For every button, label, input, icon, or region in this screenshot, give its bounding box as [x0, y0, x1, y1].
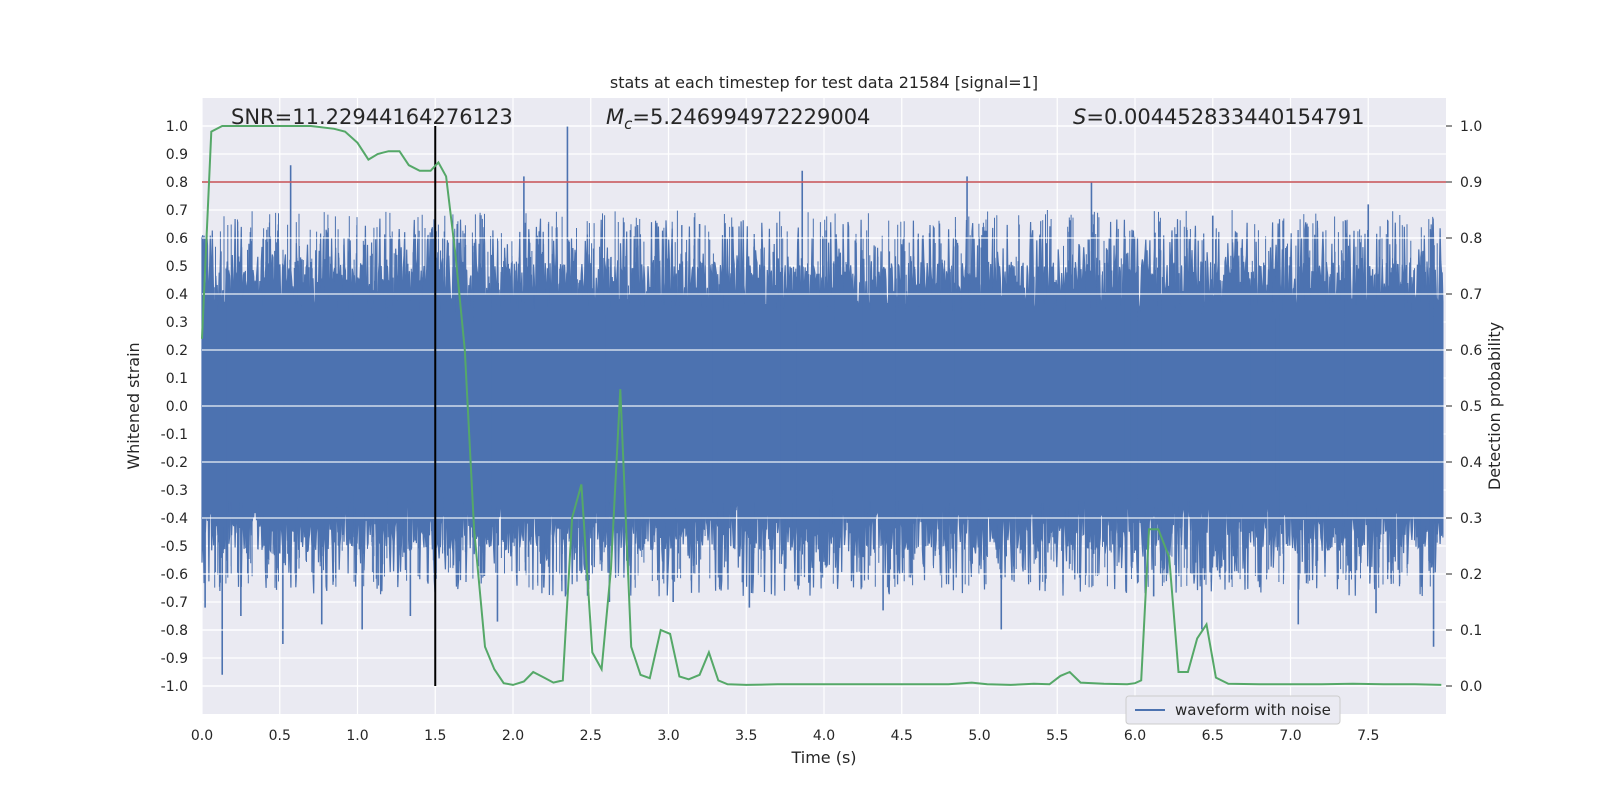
overlay-layer	[202, 125, 1446, 687]
y-tick-label-left: 0.8	[166, 175, 188, 191]
y-tick-label-left: 0.1	[166, 371, 188, 387]
x-axis-label: Time (s)	[790, 748, 856, 767]
y-tick-label-left: 0.4	[166, 287, 188, 303]
y-tick-label-left: 0.5	[166, 259, 188, 275]
legend-box	[1125, 695, 1341, 725]
y-tick-label-left: -0.6	[161, 567, 188, 583]
y-tick-label-right: 0.6	[1460, 343, 1482, 359]
y-tick-label-left: -0.9	[161, 651, 188, 667]
y-tick-label-left: -0.5	[161, 539, 188, 555]
y-tick-label-left: 1.0	[166, 119, 188, 135]
y-tick-label-left: -0.8	[161, 623, 188, 639]
x-tick-label: 7.5	[1357, 728, 1379, 744]
x-tick-label: 3.5	[735, 728, 757, 744]
legend-label-waveform: waveform with noise	[1175, 701, 1331, 719]
x-tick-label: 4.0	[813, 728, 835, 744]
x-tick-label: 2.0	[502, 728, 524, 744]
x-tick-label: 7.0	[1279, 728, 1301, 744]
chirp-mass-annotation: Mc=5.246994972229004	[606, 105, 870, 133]
y-tick-label-right: 0.5	[1460, 399, 1482, 415]
x-tick-label: 0.5	[269, 728, 291, 744]
y-tick-label-left: 0.0	[166, 399, 188, 415]
y-tick-label-left: -0.4	[161, 511, 188, 527]
y-tick-label-right: 0.0	[1460, 679, 1482, 695]
chirp-mass-symbol: M	[606, 105, 624, 129]
y-tick-label-right: 0.8	[1460, 231, 1482, 247]
y-tick-label-right: 0.7	[1460, 287, 1482, 303]
y-tick-label-left: -0.3	[161, 483, 188, 499]
y-tick-label-left: -1.0	[161, 679, 188, 695]
x-tick-label: 6.0	[1124, 728, 1146, 744]
x-tick-label: 3.0	[657, 728, 679, 744]
y-axis-label-left: Whitened strain	[124, 342, 143, 469]
x-tick-label: 5.0	[968, 728, 990, 744]
y-tick-label-right: 0.9	[1460, 175, 1482, 191]
chirp-mass-value: =5.246994972229004	[632, 105, 870, 129]
x-tick-label: 0.0	[191, 728, 213, 744]
x-tick-label: 6.5	[1202, 728, 1224, 744]
x-tick-label: 5.5	[1046, 728, 1068, 744]
y-tick-label-left: 0.2	[166, 343, 188, 359]
x-tick-label: 1.5	[424, 728, 446, 744]
y-tick-label-right: 0.1	[1460, 623, 1482, 639]
y-tick-label-left: 0.9	[166, 147, 188, 163]
x-tick-label: 4.5	[891, 728, 913, 744]
score-symbol: S	[1073, 105, 1086, 129]
score-annotation: S=0.004452833440154791	[1073, 105, 1364, 129]
detection-probability-line	[201, 125, 1442, 686]
waveform-streaks	[202, 210, 1438, 588]
y-axis-label-right: Detection probability	[1485, 322, 1504, 490]
y-tick-label-left: -0.1	[161, 427, 188, 443]
y-tick-label-right: 0.4	[1460, 455, 1482, 471]
chirp-mass-subscript: c	[624, 115, 633, 133]
legend: waveform with noise	[1125, 695, 1341, 725]
y-tick-label-left: -0.2	[161, 455, 188, 471]
score-value: =0.004452833440154791	[1086, 105, 1364, 129]
y-tick-label-right: 0.2	[1460, 567, 1482, 583]
y-tick-label-right: 1.0	[1460, 119, 1482, 135]
y-tick-label-right: 0.3	[1460, 511, 1482, 527]
y-tick-label-left: -0.7	[161, 595, 188, 611]
x-tick-label: 2.5	[580, 728, 602, 744]
chart-title: stats at each timestep for test data 215…	[610, 73, 1038, 92]
waveform-layer	[201, 126, 1444, 675]
x-tick-label: 1.0	[346, 728, 368, 744]
y-tick-label-left: 0.7	[166, 203, 188, 219]
snr-annotation: SNR=11.22944164276123	[231, 105, 513, 129]
y-tick-label-left: 0.6	[166, 231, 188, 247]
ticks-layer: 0.0 0.5 1.0 1.5 2.0 2.5 3.0 3.5 4.0 4.5 5.0 5.5 6.0 6…	[161, 119, 1483, 744]
probability-layer	[201, 125, 1442, 686]
y-tick-label-left: 0.3	[166, 315, 188, 331]
